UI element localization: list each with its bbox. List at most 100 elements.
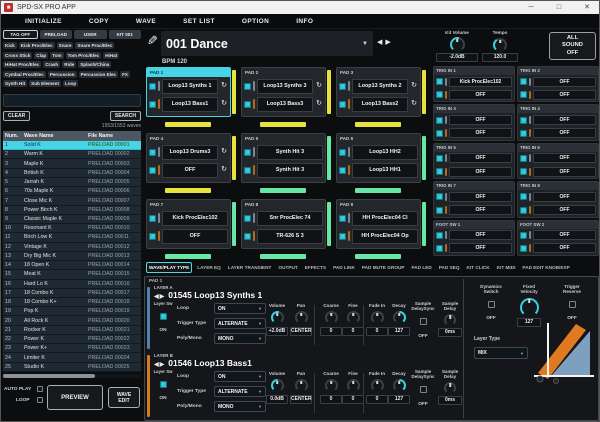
pad-wave-name[interactable]: Loop13 Bass3 xyxy=(257,96,313,112)
wave-row[interactable]: 18 18 Combo K+ PRELOAD 00018 xyxy=(3,297,141,308)
param-dropdown[interactable]: ALTERNATE ▼ xyxy=(214,386,266,397)
edit-kit-pencil-icon[interactable]: ✎ xyxy=(147,33,158,48)
pad-cell-8[interactable]: PAD 8 Snr ProcElec 74 TR-626 S 3 xyxy=(241,199,333,263)
trig-wave-name[interactable]: OFF xyxy=(533,153,596,164)
pad-wave-name[interactable]: OFF xyxy=(162,162,218,178)
filter-button-user[interactable]: USER xyxy=(74,30,107,39)
trig-layer-checkbox[interactable] xyxy=(520,116,527,124)
trig-layer-checkbox[interactable] xyxy=(436,206,443,214)
tag-chip-hihat-proc-elec[interactable]: HiHat Proc/Elec xyxy=(3,61,42,68)
tag-chip-kick-proc-elec[interactable]: Kick Proc/Elec xyxy=(18,42,55,49)
wave-row[interactable]: 8 Power Birch K PRELOAD 00008 xyxy=(3,205,141,215)
layer-a-checkbox[interactable] xyxy=(244,214,251,222)
wave-row[interactable]: 4 British K PRELOAD 00004 xyxy=(3,168,141,178)
tag-chip-hihat[interactable]: HiHat xyxy=(103,51,120,59)
pad-wave-name[interactable]: HH ProcElec04 Cl xyxy=(352,210,418,226)
trig-layer-checkbox[interactable] xyxy=(436,116,443,124)
layer-b-checkbox[interactable] xyxy=(339,100,346,108)
search-input[interactable] xyxy=(3,94,141,107)
knob-sample-delay[interactable] xyxy=(444,313,456,326)
tag-chip-clap[interactable]: Clap xyxy=(34,51,49,59)
wave-row[interactable]: 5 Jarrah K PRELOAD 00005 xyxy=(3,177,141,188)
trig-wave-name[interactable]: OFF xyxy=(533,115,596,125)
trig-wave-name[interactable]: OFF xyxy=(533,205,596,216)
trig-layer-checkbox[interactable] xyxy=(436,154,443,162)
trig-layer-checkbox[interactable] xyxy=(436,244,443,252)
trig-layer-checkbox[interactable] xyxy=(520,154,527,162)
trig-layer-checkbox[interactable] xyxy=(436,168,443,176)
pad-cell-1[interactable]: PAD 1 Loop13 Synths 1 ↻ Loop13 Bass1 ↻ xyxy=(146,67,238,131)
layer-b-checkbox[interactable] xyxy=(339,232,346,240)
trig-wave-name[interactable]: OFF xyxy=(449,205,512,216)
clear-button[interactable]: CLEAR xyxy=(3,111,31,121)
tag-chip-sub-element[interactable]: Sub Element xyxy=(29,80,61,87)
pad-wave-name[interactable]: Loop13 Bass1 xyxy=(162,96,218,112)
maximize-icon[interactable]: □ xyxy=(556,4,562,11)
trig-wave-name[interactable]: OFF xyxy=(533,89,596,100)
layer-sw-checkbox[interactable] xyxy=(159,380,167,388)
pad-wave-name[interactable]: Loop13 Synths 2 xyxy=(352,78,408,94)
trig-wave-name[interactable]: OFF xyxy=(449,191,512,202)
pad-wave-name[interactable]: HH ProcElec04 Op xyxy=(352,228,418,244)
pad-wave-name[interactable]: Loop13 HH2 xyxy=(352,144,418,160)
trig-wave-name[interactable]: OFF xyxy=(449,243,512,254)
knob-fine[interactable] xyxy=(346,311,360,325)
wave-row[interactable]: 3 Maple K PRELOAD 00003 xyxy=(3,159,141,169)
tab-kit-click[interactable]: KIT CLICK xyxy=(466,265,490,270)
layer-b-checkbox[interactable] xyxy=(149,166,156,174)
search-button[interactable]: SEARCH xyxy=(109,111,141,121)
pad-wave-name[interactable]: Synth Hit 3 xyxy=(257,162,323,178)
trig-layer-checkbox[interactable] xyxy=(520,244,527,252)
scrollbar-thumb[interactable] xyxy=(3,374,95,378)
wave-row[interactable]: 2 Warm K PRELOAD 00002 xyxy=(3,150,141,160)
tag-chip-ride[interactable]: Ride xyxy=(62,61,77,68)
menu-item-initialize[interactable]: INITIALIZE xyxy=(25,17,62,25)
layer-b-checkbox[interactable] xyxy=(244,232,251,240)
layer-b-checkbox[interactable] xyxy=(244,100,251,108)
knob-coarse[interactable] xyxy=(324,379,338,393)
trig-layer-checkbox[interactable] xyxy=(520,193,527,201)
tempo-knob[interactable] xyxy=(493,38,507,53)
tag-chip-tom[interactable]: Tom xyxy=(50,51,64,59)
pad-wave-name[interactable]: Snr ProcElec 74 xyxy=(257,210,323,226)
layer-a-checkbox[interactable] xyxy=(149,214,156,222)
layer-b-checkbox[interactable] xyxy=(149,100,156,108)
wave-row[interactable]: 7 Close Mic K PRELOAD 00007 xyxy=(3,196,141,206)
trig-wave-name[interactable]: OFF xyxy=(449,89,512,100)
trig-layer-checkbox[interactable] xyxy=(520,231,527,239)
knob-fade-in[interactable] xyxy=(370,379,384,393)
param-dropdown[interactable]: ALTERNATE ▼ xyxy=(214,318,266,329)
layer-a-checkbox[interactable] xyxy=(339,148,346,156)
trig-wave-name[interactable]: OFF xyxy=(449,166,512,177)
horizontal-scrollbar[interactable] xyxy=(3,374,141,378)
trig-layer-checkbox[interactable] xyxy=(520,168,527,176)
wave-row[interactable]: 23 Power K+ PRELOAD 00023 xyxy=(3,344,141,354)
sample-delay-sync-checkbox[interactable] xyxy=(419,385,427,393)
all-sound-off-button[interactable]: ALL SOUND OFF xyxy=(549,32,596,60)
layer-a-checkbox[interactable] xyxy=(339,82,346,90)
tab-layer-eq[interactable]: LAYER EQ xyxy=(197,265,221,270)
trig-layer-checkbox[interactable] xyxy=(436,193,443,201)
tab-kit-midi[interactable]: KIT MIDI xyxy=(496,265,516,270)
pad-wave-name[interactable]: Loop13 HH1 xyxy=(352,162,418,178)
tag-chip-crash[interactable]: Crash xyxy=(43,61,61,68)
wave-row[interactable]: 25 Studio K PRELOAD 00025 xyxy=(3,362,141,372)
trigger-reserve-checkbox[interactable] xyxy=(568,300,576,308)
trig-layer-checkbox[interactable] xyxy=(520,78,527,86)
trig-wave-name[interactable]: OFF xyxy=(449,128,512,139)
tag-chip-percussion[interactable]: Percussion xyxy=(47,70,77,78)
wave-row[interactable]: 11 Birch Low K PRELOAD 00011 xyxy=(3,233,141,243)
tag-chip-fx[interactable]: FX xyxy=(120,70,130,78)
wave-row[interactable]: 6 70s Maple K PRELOAD 00006 xyxy=(3,187,141,197)
trig-wave-name[interactable]: OFF xyxy=(449,153,512,164)
knob-decay[interactable] xyxy=(392,311,406,325)
layer-b-checkbox[interactable] xyxy=(339,166,346,174)
param-dropdown[interactable]: ON ▼ xyxy=(214,303,266,314)
tag-chip-synth-hit[interactable]: Synth Hit xyxy=(3,80,28,87)
kit-dropdown-icon[interactable]: ▼ xyxy=(362,40,368,47)
tab-pad-edit-knob-exp[interactable]: PAD EDIT KNOB/EXP xyxy=(522,265,570,270)
pad-cell-9[interactable]: PAD 9 HH ProcElec04 Cl HH ProcElec04 Op xyxy=(336,199,428,263)
trig-wave-name[interactable]: OFF xyxy=(533,128,596,139)
tag-chip-snare[interactable]: Snare xyxy=(56,42,74,49)
wave-row[interactable]: 24 Limiter K PRELOAD 00024 xyxy=(3,353,141,363)
